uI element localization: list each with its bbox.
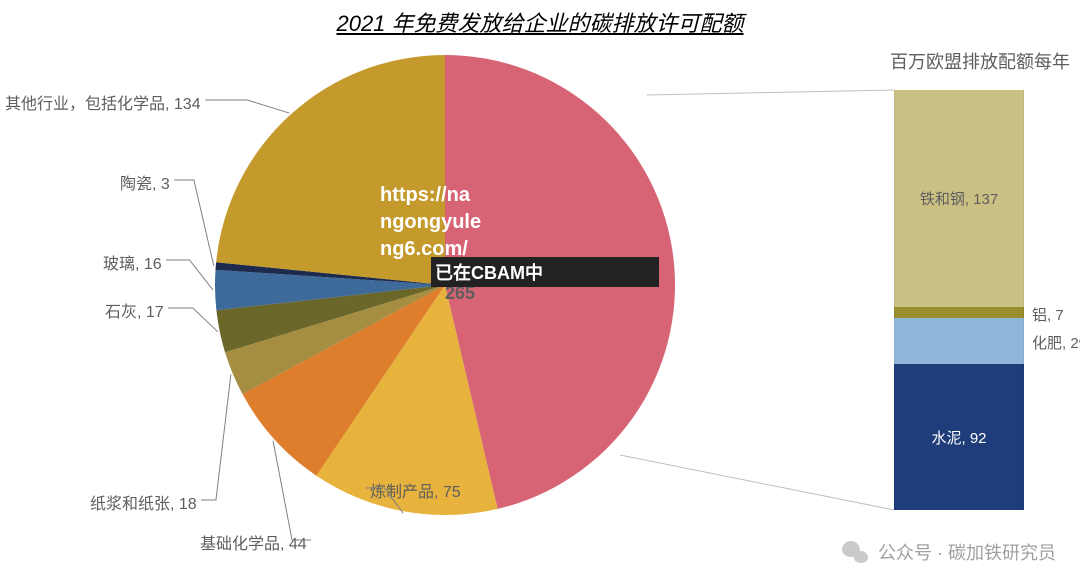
bar-seg-aluminium (894, 307, 1024, 318)
slice-label-refining: 炼制产品, 75 (370, 478, 461, 502)
bar-seg-iron-steel: 铁和钢, 137 (894, 90, 1024, 307)
pie-center-label: 已在CBAM中 (431, 257, 659, 287)
bar-seg-cement: 水泥, 92 (894, 364, 1024, 510)
slice-label-ceramics: 陶瓷, 3 (120, 170, 170, 194)
wechat-icon (842, 541, 868, 563)
pie-chart: 已在CBAM中 265 (215, 55, 675, 515)
slice-label-pulp-paper: 纸浆和纸张, 18 (90, 490, 197, 514)
bar-seg-label-fertiliser: 化肥, 29 (1032, 332, 1080, 353)
chart-title: 2021 年免费发放给企业的碳排放许可配额 (0, 6, 1080, 38)
credit-text: 公众号 · 碳加铁研究员 (878, 539, 1056, 565)
bar-seg-label-aluminium: 铝, 7 (1032, 304, 1064, 325)
pie-slice-other (216, 55, 445, 285)
bar-seg-fertiliser (894, 318, 1024, 364)
stacked-bar: 铁和钢, 137 水泥, 92 (894, 90, 1024, 510)
slice-label-glass: 玻璃, 16 (103, 250, 162, 274)
credit-line: 公众号 · 碳加铁研究员 (842, 539, 1056, 565)
bar-title: 百万欧盟排放配额每年 (890, 48, 1070, 74)
slice-label-lime: 石灰, 17 (105, 298, 164, 322)
slice-label-other: 其他行业，包括化学品, 134 (5, 90, 201, 114)
slice-label-basic-chemicals: 基础化学品, 44 (200, 530, 307, 554)
